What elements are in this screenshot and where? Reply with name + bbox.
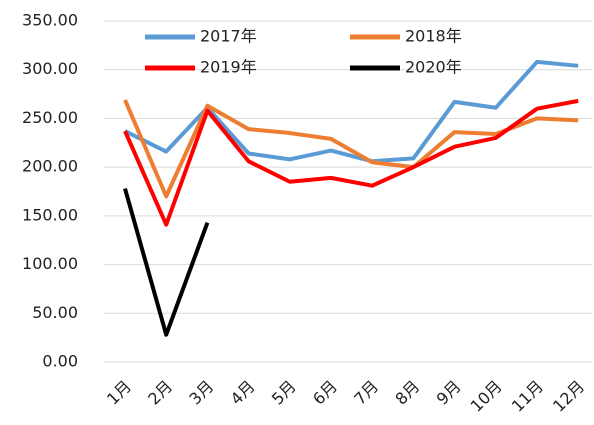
x-tick-label: 9月: [433, 377, 465, 409]
x-tick-label: 6月: [309, 377, 341, 409]
legend-label: 2019年: [200, 58, 257, 77]
x-tick-label: 8月: [391, 377, 423, 409]
x-tick-label: 10月: [467, 377, 506, 416]
y-tick-label: 50.00: [32, 303, 78, 322]
y-tick-label: 250.00: [22, 108, 78, 127]
series-line: [123, 98, 579, 227]
x-tick-label: 3月: [185, 377, 217, 409]
legend-label: 2018年: [405, 27, 462, 46]
x-tick-label: 4月: [227, 377, 259, 409]
y-tick-label: 0.00: [42, 352, 78, 371]
x-tick-label: 2月: [144, 377, 176, 409]
y-tick-label: 150.00: [22, 205, 78, 224]
y-tick-label: 350.00: [22, 11, 78, 30]
x-tick-label: 1月: [103, 377, 135, 409]
x-tick-label: 7月: [350, 377, 382, 409]
x-tick-label: 11月: [508, 377, 547, 416]
series-line: [123, 188, 210, 337]
legend-label: 2020年: [405, 58, 462, 77]
x-tick-label: 5月: [268, 377, 300, 409]
series-line: [124, 59, 579, 164]
y-tick-label: 100.00: [22, 254, 78, 273]
x-tick-label: 12月: [549, 377, 588, 416]
legend-label: 2017年: [200, 27, 257, 46]
y-tick-label: 200.00: [22, 157, 78, 176]
y-tick-label: 300.00: [22, 59, 78, 78]
